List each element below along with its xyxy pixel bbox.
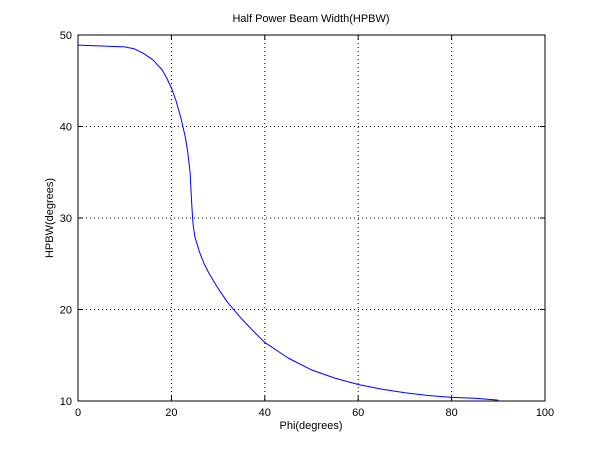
series-layer <box>77 44 499 401</box>
series-line-0 <box>77 44 499 401</box>
x-tick-label-0: 0 <box>75 407 81 419</box>
y-tick-label-50: 50 <box>60 30 72 42</box>
y-tick-label-20: 20 <box>60 305 72 317</box>
x-tick-label-80: 80 <box>445 407 457 419</box>
y-tick-label-30: 30 <box>60 213 72 225</box>
x-tick-label-40: 40 <box>259 407 271 419</box>
chart-title: Half Power Beam Width(HPBW) <box>232 13 389 25</box>
x-tick-label-20: 20 <box>165 407 177 419</box>
y-axis-label: HPBW(degrees) <box>44 178 56 258</box>
y-tick-label-40: 40 <box>60 122 72 134</box>
x-tick-label-60: 60 <box>352 407 364 419</box>
y-tick-label-10: 10 <box>60 396 72 408</box>
axis-ticks: 0 20 40 60 80 100 10 20 30 40 50 <box>60 30 554 419</box>
x-tick-label-100: 100 <box>536 407 554 419</box>
x-axis-label: Phi(degrees) <box>280 420 343 432</box>
grid-lines <box>78 35 545 401</box>
